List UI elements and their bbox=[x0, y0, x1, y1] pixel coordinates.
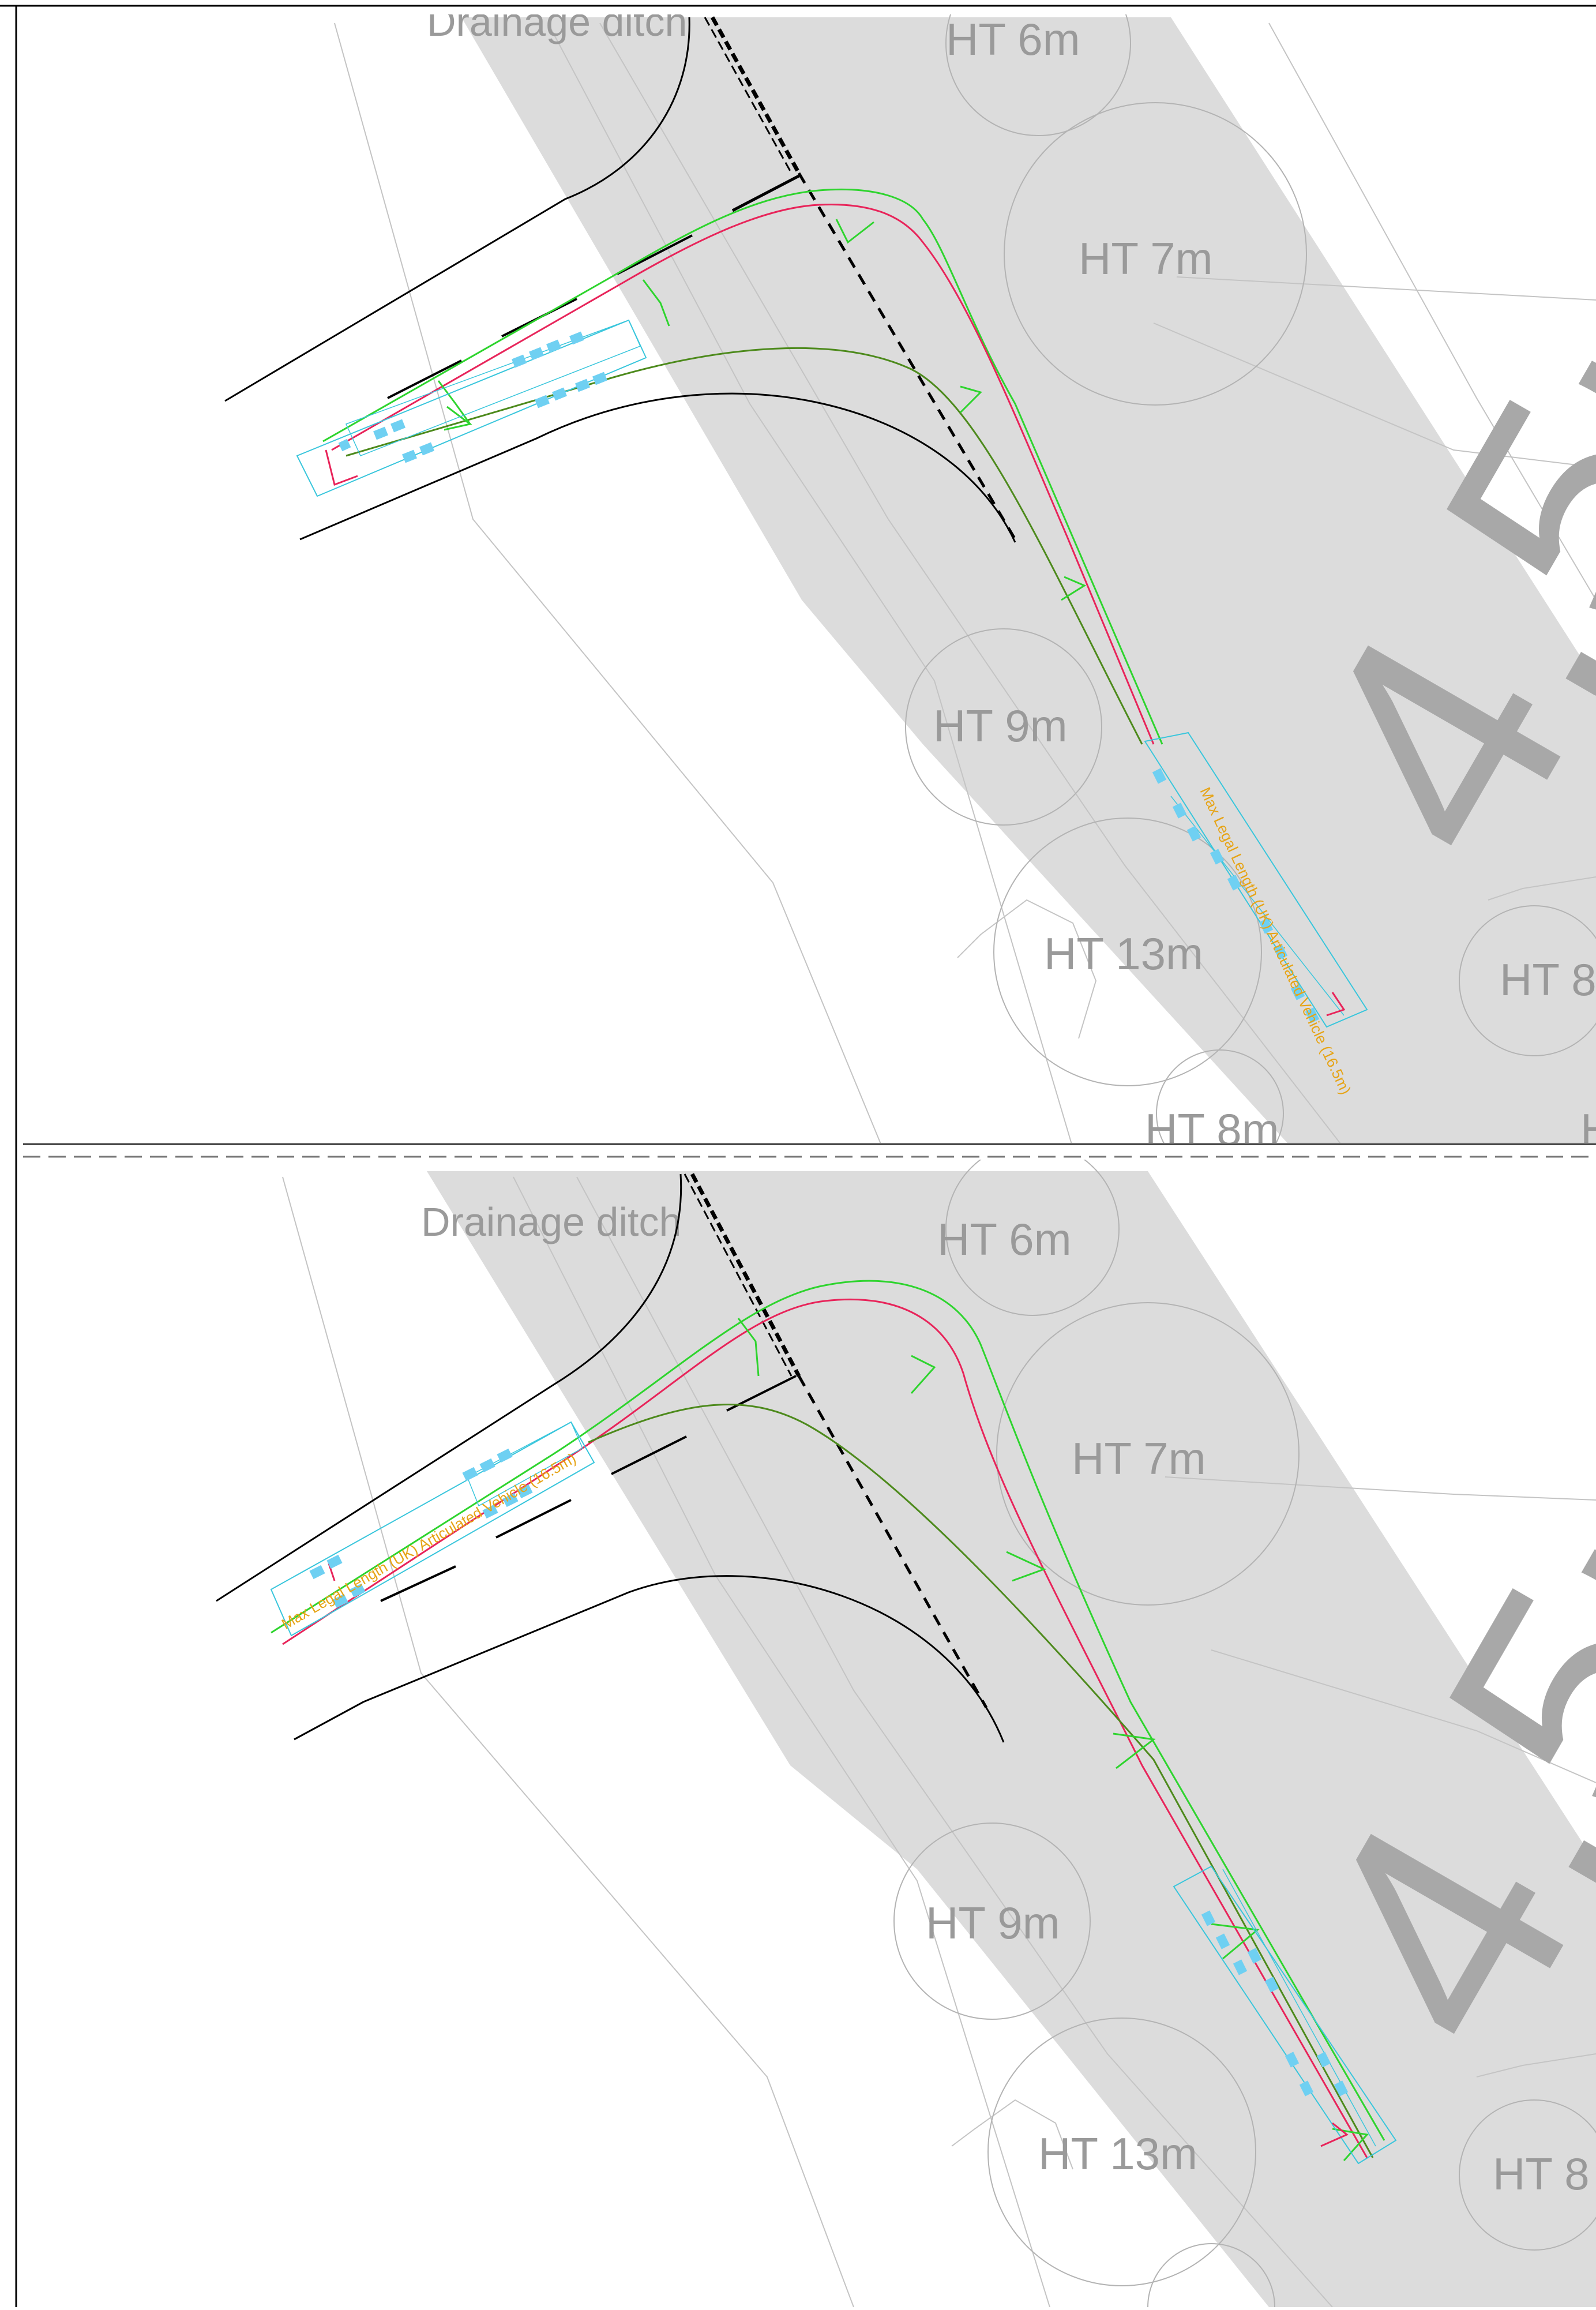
tree-canopies bbox=[905, 14, 1596, 1143]
tree-label: H bbox=[1580, 1104, 1596, 1155]
tree-label: HT 6m bbox=[946, 14, 1080, 65]
direction-arrows bbox=[737, 1318, 1369, 2161]
tree-canopies bbox=[893, 1160, 1596, 2307]
site-linework bbox=[334, 22, 1596, 1143]
access-kerb-lines bbox=[224, 17, 1016, 543]
vehicle-label: Max Legal Length (UK) Articulated Vehicl… bbox=[279, 1449, 579, 1633]
road-surface bbox=[427, 1171, 1596, 2307]
swept-path-inner bbox=[282, 1298, 1368, 2158]
tree-label: HT 8m bbox=[1500, 954, 1596, 1005]
site-boundary bbox=[684, 1173, 988, 1709]
tree-label: HT 13m bbox=[1044, 928, 1203, 979]
vehicle-trailer-end bbox=[1173, 1865, 1397, 2165]
vehicle-trailer-start bbox=[296, 319, 647, 497]
tree-label: HT 7m bbox=[1072, 1433, 1206, 1484]
direction-arrows bbox=[437, 219, 1087, 601]
site-boundary bbox=[704, 16, 1017, 541]
road-surface bbox=[461, 17, 1596, 1143]
swept-path-outer bbox=[271, 1280, 1385, 2141]
tree-label: HT 8 bbox=[1493, 2148, 1590, 2199]
tree-label: HT 8m bbox=[1145, 1104, 1279, 1155]
tree-label: HT 9m bbox=[933, 700, 1068, 751]
access-kerb-lines bbox=[216, 1173, 1005, 1743]
kerb-dashes bbox=[380, 1375, 797, 1602]
tree-label: HT 13m bbox=[1038, 2128, 1197, 2179]
tree-label: HT 7m bbox=[1079, 233, 1213, 284]
tree-label: HT 6m bbox=[937, 1214, 1072, 1265]
ditch-label: Drainage ditch bbox=[421, 1199, 681, 1244]
tree-label: HT 9m bbox=[926, 1897, 1060, 1948]
swept-path-rear bbox=[588, 1404, 1374, 2158]
top-panel: HT 6m HT 7m HT 9m HT 13m HT 8m HT 8m H D… bbox=[224, 0, 1596, 1155]
ditch-label: Drainage ditch bbox=[427, 0, 687, 44]
swept-path-inner bbox=[331, 203, 1155, 745]
bottom-panel: HT 6m HT 7m HT 9m HT 13m HT 8 Drainage d… bbox=[216, 1160, 1596, 2307]
swept-path-outer bbox=[322, 188, 1163, 745]
vehicle-trailer-start: Max Legal Length (UK) Articulated Vehicl… bbox=[270, 1421, 595, 1637]
site-linework bbox=[282, 1176, 1596, 2307]
swept-path-rear bbox=[346, 347, 1143, 745]
